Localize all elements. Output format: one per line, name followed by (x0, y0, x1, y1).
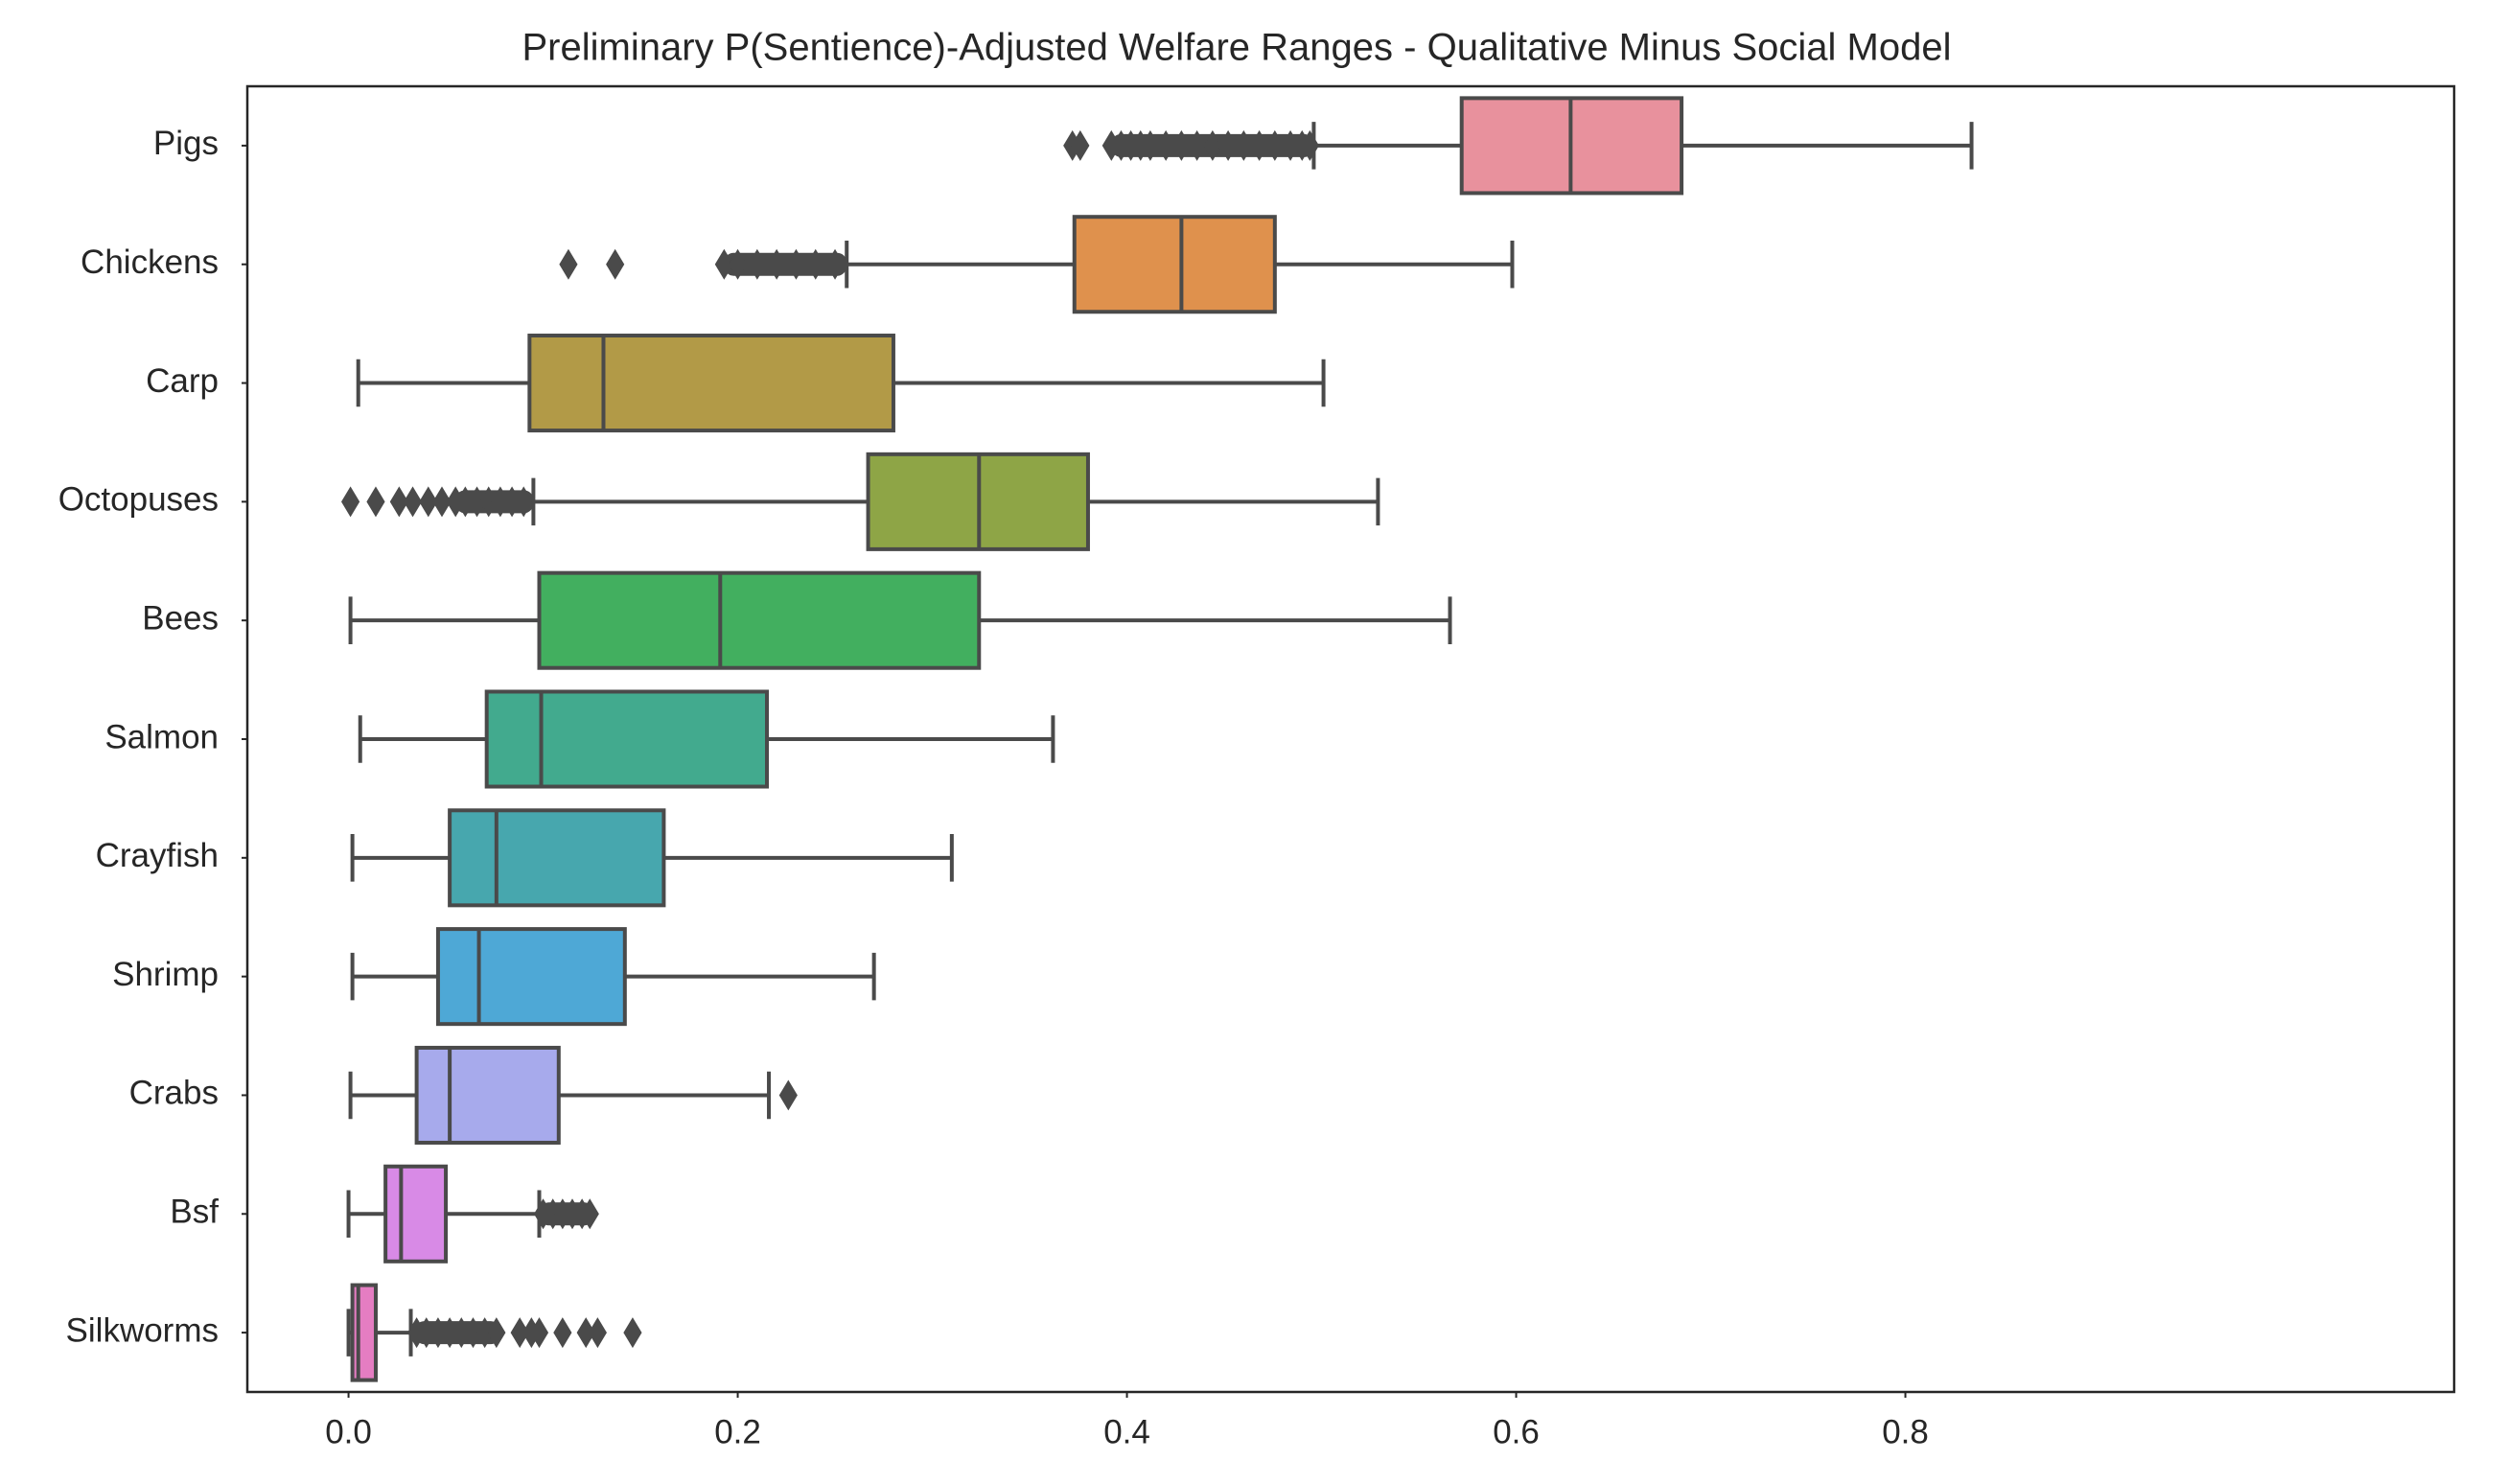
outlier-point (1188, 129, 1207, 161)
outlier-point (1250, 129, 1269, 161)
outlier-point (553, 1317, 572, 1349)
iqr-box (1072, 215, 1277, 314)
y-tick-label: Carp (146, 362, 219, 400)
outlier-point (432, 486, 452, 518)
iqr-box (350, 1283, 378, 1382)
iqr-box (537, 570, 982, 670)
outlier-point (1218, 129, 1238, 161)
iqr-box (484, 689, 770, 789)
outlier-point (1203, 129, 1222, 161)
y-tick-label: Bees (142, 599, 219, 637)
outlier-point (366, 486, 385, 518)
x-axis-ticks: 0.0 0.2 0.4 0.6 0.8 (325, 1392, 1929, 1450)
y-tick-label: Salmon (104, 718, 219, 755)
x-tick-label: 0.6 (1493, 1413, 1540, 1450)
outlier-point (389, 486, 408, 518)
outlier-point (529, 1317, 549, 1349)
outlier-point (588, 1317, 607, 1349)
x-tick-label: 0.0 (325, 1413, 372, 1450)
outlier-point (825, 248, 845, 280)
outlier-point (1171, 129, 1191, 161)
outlier-point (403, 486, 423, 518)
outlier-point (806, 248, 825, 280)
chart-title: Preliminary P(Sentience)-Adjusted Welfar… (522, 27, 1951, 69)
plot-area (245, 84, 2456, 1394)
box-chickens (559, 215, 1515, 314)
box-pigs (1063, 96, 1974, 196)
outlier-point (606, 248, 625, 280)
outlier-point (1141, 129, 1160, 161)
outlier-point (1265, 129, 1285, 161)
x-tick-label: 0.8 (1882, 1413, 1929, 1450)
outlier-point (1156, 129, 1175, 161)
x-tick-label: 0.2 (714, 1413, 761, 1450)
x-tick-label: 0.4 (1103, 1413, 1150, 1450)
iqr-box (448, 808, 666, 908)
outlier-point (728, 248, 748, 280)
outlier-point (1234, 129, 1253, 161)
box-shrimp (350, 927, 876, 1027)
box-crabs (348, 1045, 798, 1145)
outlier-point (341, 486, 360, 518)
y-tick-label: Silkworms (66, 1311, 219, 1349)
iqr-box (383, 1164, 449, 1264)
y-tick-label: Shrimp (112, 956, 219, 993)
outlier-point (748, 248, 767, 280)
y-tick-label: Crabs (129, 1075, 219, 1112)
y-tick-label: Crayfish (96, 837, 219, 874)
outlier-point (786, 248, 806, 280)
outlier-point (623, 1317, 642, 1349)
outlier-point (778, 1079, 798, 1111)
y-tick-label: Bsf (170, 1194, 219, 1231)
y-tick-label: Chickens (81, 243, 219, 281)
outlier-point (767, 248, 786, 280)
y-tick-label: Octopuses (58, 481, 219, 519)
y-axis-ticks: Pigs Chickens Carp Octopuses Bees Salmon Crayf… (58, 125, 247, 1349)
outlier-point (559, 248, 578, 280)
box-crayfish (350, 808, 954, 908)
y-tick-label: Pigs (153, 125, 219, 162)
box-carp (356, 334, 1326, 433)
outlier-point (1300, 129, 1319, 161)
outlier-point (514, 486, 533, 518)
outlier-point (487, 1317, 506, 1349)
box-octopuses (341, 452, 1380, 551)
outlier-point (1071, 129, 1090, 161)
outlier-point (714, 248, 733, 280)
iqr-box (414, 1045, 561, 1145)
box-bsf (346, 1164, 599, 1264)
box-silkworms (346, 1283, 642, 1382)
outlier-point (580, 1198, 599, 1230)
iqr-box (435, 927, 627, 1027)
box-bees (348, 570, 1452, 670)
iqr-box (527, 334, 895, 433)
box-salmon (358, 689, 1055, 789)
outlier-point (419, 486, 438, 518)
